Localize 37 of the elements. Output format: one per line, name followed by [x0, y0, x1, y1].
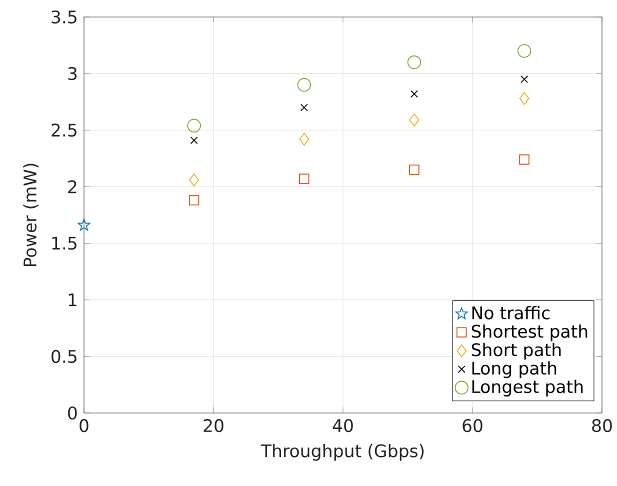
x-tick-label: 20 — [204, 419, 224, 432]
y-tick-label: 1 — [68, 294, 76, 306]
point — [409, 113, 420, 126]
legend-label: Shortest path — [472, 324, 588, 342]
y-tick-label: 0 — [68, 406, 77, 420]
x-axis-title: Throughput (Gbps) — [260, 444, 424, 461]
legend-label: No traffic — [472, 306, 550, 320]
point — [517, 44, 532, 58]
x-tick-label: 40 — [332, 419, 353, 432]
point — [187, 118, 201, 132]
legend-label: Short path — [472, 342, 561, 360]
x-tick-label: 60 — [462, 419, 482, 432]
point — [520, 75, 528, 83]
point — [188, 195, 200, 206]
point — [297, 78, 312, 92]
y-axis-title: Power (mW) — [23, 164, 39, 266]
x-tick-label: 0 — [80, 419, 88, 432]
point — [519, 92, 530, 105]
point — [519, 154, 530, 165]
y-tick-label: 0.5 — [52, 350, 76, 363]
point — [299, 174, 310, 184]
y-tick-label: 1.5 — [52, 236, 76, 250]
y-tick-label: 3.5 — [52, 10, 76, 24]
y-tick-label: 2.5 — [52, 124, 76, 137]
point — [189, 173, 200, 186]
legend-label: Longest path — [472, 380, 583, 397]
point — [407, 55, 422, 70]
point — [190, 136, 198, 144]
y-tick-label: 3 — [68, 67, 77, 80]
point — [299, 132, 310, 146]
point — [300, 104, 308, 112]
point — [409, 164, 420, 175]
point — [78, 218, 90, 231]
legend-label: Long path — [472, 361, 556, 378]
y-tick-label: 2 — [68, 180, 76, 194]
point — [410, 90, 418, 98]
x-tick-label: 80 — [592, 419, 612, 432]
